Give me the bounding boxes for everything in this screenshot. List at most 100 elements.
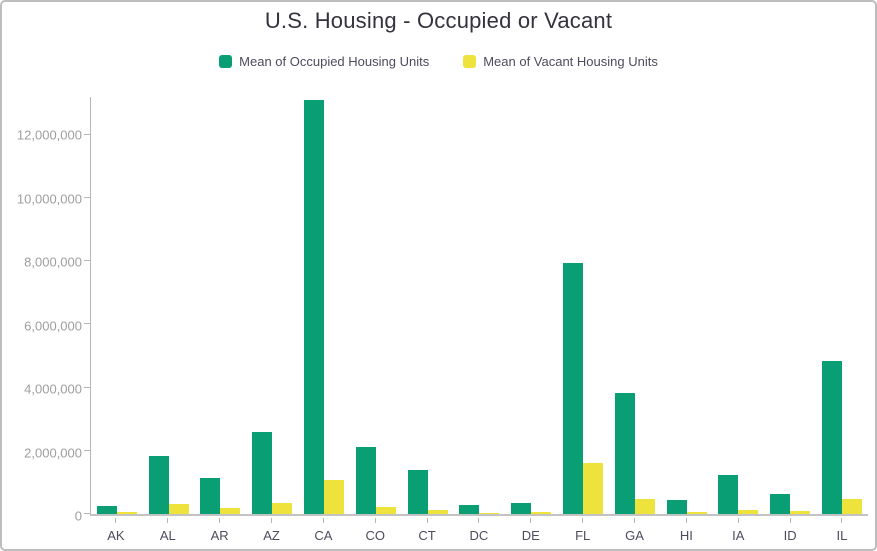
x-tick-mark xyxy=(841,518,843,523)
bar-occupied-fl[interactable] xyxy=(563,262,584,514)
x-axis-label-il: IL xyxy=(836,528,848,543)
x-axis-label-fl: FL xyxy=(575,528,591,543)
x-tick-mark xyxy=(634,518,636,523)
bar-occupied-ct[interactable] xyxy=(407,470,428,514)
y-tick-label: 2,000,000 xyxy=(24,445,82,461)
bar-vacant-ar[interactable] xyxy=(220,508,241,514)
y-tick-label: 12,000,000 xyxy=(16,127,82,143)
x-axis: AK AL AR AZ CA CO CT DC DE FL GA HI IA ID IL xyxy=(90,518,868,543)
x-axis-label-de: DE xyxy=(521,528,540,543)
x-axis-label-hi: HI xyxy=(679,528,693,543)
x-tick-mark xyxy=(322,518,324,523)
occupied-series-swatch-icon xyxy=(219,55,233,68)
bar-group-al xyxy=(143,97,195,514)
legend-label-vacant: Mean of Vacant Housing Units xyxy=(483,54,658,69)
x-tick-mark xyxy=(374,518,376,523)
bar-occupied-ga[interactable] xyxy=(614,393,635,514)
bar-occupied-dc[interactable] xyxy=(459,505,480,514)
bar-occupied-al[interactable] xyxy=(148,456,169,514)
bar-group-hi xyxy=(661,97,713,514)
y-tick-mark xyxy=(84,323,91,325)
bar-occupied-id[interactable] xyxy=(770,494,791,514)
bar-group-de xyxy=(505,97,557,514)
y-tick-mark xyxy=(84,449,91,451)
y-tick-label: 4,000,000 xyxy=(24,381,82,397)
bar-vacant-ak[interactable] xyxy=(116,512,137,514)
x-axis-label-ga: GA xyxy=(625,528,644,543)
x-cell-ar: AR xyxy=(194,518,246,543)
plot-area xyxy=(84,97,868,516)
x-tick-mark xyxy=(219,518,221,523)
x-tick-mark xyxy=(167,518,169,523)
x-cell-co: CO xyxy=(349,518,401,543)
bar-vacant-ga[interactable] xyxy=(634,499,655,514)
bar-occupied-ak[interactable] xyxy=(96,506,117,514)
bar-group-id xyxy=(764,97,816,514)
x-axis-label-ia: IA xyxy=(732,528,745,543)
x-axis-label-al: AL xyxy=(159,528,176,543)
bar-vacant-dc[interactable] xyxy=(479,513,500,514)
legend-item-vacant[interactable]: Mean of Vacant Housing Units xyxy=(463,54,658,69)
y-tick-mark xyxy=(84,386,91,388)
x-cell-de: DE xyxy=(505,518,557,543)
y-tick-label: 6,000,000 xyxy=(24,318,82,334)
x-cell-ak: AK xyxy=(90,518,142,543)
x-tick-mark xyxy=(582,518,584,523)
bar-vacant-de[interactable] xyxy=(531,512,552,514)
legend-item-occupied[interactable]: Mean of Occupied Housing Units xyxy=(219,54,429,69)
bar-vacant-hi[interactable] xyxy=(686,511,707,514)
x-axis-label-ar: AR xyxy=(210,528,229,543)
x-cell-ia: IA xyxy=(712,518,764,543)
vacant-series-swatch-icon xyxy=(463,55,477,68)
x-axis-label-az: AZ xyxy=(263,528,280,543)
x-axis-label-ct: CT xyxy=(418,528,436,543)
bar-occupied-ia[interactable] xyxy=(718,474,739,514)
bar-group-dc xyxy=(454,97,506,514)
bar-occupied-ca[interactable] xyxy=(304,100,325,514)
x-cell-ga: GA xyxy=(609,518,661,543)
bar-group-ct xyxy=(402,97,454,514)
bar-occupied-hi[interactable] xyxy=(666,500,687,514)
bar-group-az xyxy=(246,97,298,514)
y-tick-mark xyxy=(84,133,91,135)
y-tick-label: 8,000,000 xyxy=(24,254,82,270)
bar-occupied-az[interactable] xyxy=(252,431,273,514)
bar-vacant-il[interactable] xyxy=(842,499,863,514)
bar-group-ar xyxy=(195,97,247,514)
bar-group-ak xyxy=(91,97,143,514)
bar-occupied-il[interactable] xyxy=(822,360,843,514)
x-tick-mark xyxy=(685,518,687,523)
bar-vacant-ia[interactable] xyxy=(738,510,759,514)
x-cell-hi: HI xyxy=(660,518,712,543)
x-tick-mark xyxy=(530,518,532,523)
bar-group-ia xyxy=(713,97,765,514)
x-cell-ca: CA xyxy=(297,518,349,543)
x-axis-label-id: ID xyxy=(783,528,797,543)
y-tick-mark xyxy=(84,197,91,199)
x-cell-fl: FL xyxy=(557,518,609,543)
bar-occupied-ar[interactable] xyxy=(200,477,221,514)
bar-occupied-de[interactable] xyxy=(511,502,532,514)
x-cell-id: ID xyxy=(764,518,816,543)
bar-vacant-ct[interactable] xyxy=(427,509,448,514)
x-axis-label-ca: CA xyxy=(314,528,333,543)
bar-vacant-az[interactable] xyxy=(272,502,293,514)
legend: Mean of Occupied Housing Units Mean of V… xyxy=(2,54,875,69)
bar-occupied-co[interactable] xyxy=(355,447,376,514)
bar-group-ga xyxy=(609,97,661,514)
bar-group-ca xyxy=(298,97,350,514)
x-cell-ct: CT xyxy=(401,518,453,543)
bar-vacant-fl[interactable] xyxy=(583,463,604,514)
bar-vacant-al[interactable] xyxy=(168,503,189,514)
x-axis-label-dc: DC xyxy=(469,528,489,543)
x-tick-mark xyxy=(737,518,739,523)
x-tick-mark xyxy=(426,518,428,523)
bar-vacant-ca[interactable] xyxy=(324,480,345,514)
bars-row xyxy=(91,97,868,514)
bar-vacant-id[interactable] xyxy=(790,511,811,514)
x-tick-mark xyxy=(789,518,791,523)
x-cell-dc: DC xyxy=(453,518,505,543)
bar-vacant-co[interactable] xyxy=(375,507,396,514)
y-tick-label: 10,000,000 xyxy=(16,191,82,207)
chart-title: U.S. Housing - Occupied or Vacant xyxy=(264,8,613,33)
